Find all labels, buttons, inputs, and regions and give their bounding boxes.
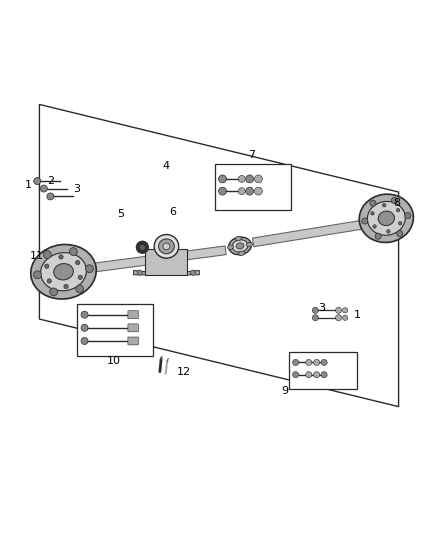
Ellipse shape bbox=[163, 243, 170, 249]
Ellipse shape bbox=[136, 241, 148, 253]
Text: 4: 4 bbox=[163, 161, 170, 171]
Circle shape bbox=[191, 270, 196, 275]
Circle shape bbox=[343, 308, 348, 313]
Polygon shape bbox=[134, 270, 145, 275]
Circle shape bbox=[312, 314, 318, 321]
Ellipse shape bbox=[41, 253, 86, 291]
Polygon shape bbox=[187, 270, 199, 275]
FancyBboxPatch shape bbox=[128, 311, 138, 319]
Circle shape bbox=[314, 372, 320, 378]
Circle shape bbox=[399, 222, 402, 225]
Circle shape bbox=[370, 200, 376, 206]
Text: 12: 12 bbox=[177, 367, 191, 377]
Ellipse shape bbox=[232, 240, 248, 252]
Ellipse shape bbox=[367, 201, 405, 235]
Ellipse shape bbox=[139, 244, 145, 251]
Circle shape bbox=[45, 264, 49, 268]
Circle shape bbox=[238, 188, 245, 195]
Circle shape bbox=[246, 175, 254, 183]
Circle shape bbox=[43, 251, 51, 259]
Ellipse shape bbox=[54, 264, 73, 280]
Text: 3: 3 bbox=[73, 183, 80, 193]
Circle shape bbox=[306, 359, 312, 366]
Circle shape bbox=[50, 288, 58, 296]
Circle shape bbox=[246, 187, 254, 195]
Circle shape bbox=[238, 175, 245, 182]
Text: 3: 3 bbox=[318, 303, 325, 313]
Ellipse shape bbox=[235, 236, 241, 241]
Polygon shape bbox=[252, 219, 375, 247]
FancyBboxPatch shape bbox=[145, 249, 187, 275]
Text: 8: 8 bbox=[393, 198, 400, 208]
Circle shape bbox=[362, 218, 368, 224]
Circle shape bbox=[219, 175, 226, 183]
Circle shape bbox=[336, 307, 342, 313]
Text: 10: 10 bbox=[107, 356, 121, 366]
Circle shape bbox=[69, 248, 77, 255]
Ellipse shape bbox=[159, 239, 174, 254]
Circle shape bbox=[293, 372, 299, 378]
Circle shape bbox=[34, 271, 42, 279]
Circle shape bbox=[405, 213, 411, 219]
Text: 11: 11 bbox=[30, 251, 44, 261]
Circle shape bbox=[47, 279, 51, 283]
Circle shape bbox=[85, 265, 93, 273]
Ellipse shape bbox=[378, 211, 395, 225]
Circle shape bbox=[78, 275, 82, 279]
Circle shape bbox=[396, 208, 400, 212]
Bar bbox=[77, 304, 153, 356]
Circle shape bbox=[343, 315, 348, 320]
Circle shape bbox=[375, 233, 381, 239]
Circle shape bbox=[137, 270, 142, 275]
Circle shape bbox=[81, 311, 88, 318]
Text: 6: 6 bbox=[170, 207, 177, 217]
Circle shape bbox=[321, 372, 327, 378]
Circle shape bbox=[76, 261, 80, 265]
Text: 2: 2 bbox=[47, 176, 54, 186]
Circle shape bbox=[64, 285, 68, 289]
Ellipse shape bbox=[229, 237, 251, 255]
Bar bbox=[215, 164, 291, 209]
Circle shape bbox=[254, 175, 262, 183]
Ellipse shape bbox=[31, 245, 96, 299]
Circle shape bbox=[76, 285, 84, 293]
Text: 7: 7 bbox=[248, 150, 255, 160]
Text: 9: 9 bbox=[281, 386, 288, 397]
Ellipse shape bbox=[236, 243, 244, 249]
Circle shape bbox=[392, 197, 398, 204]
Circle shape bbox=[47, 193, 54, 200]
Bar bbox=[289, 352, 357, 389]
FancyBboxPatch shape bbox=[128, 337, 138, 345]
Circle shape bbox=[293, 359, 299, 366]
Circle shape bbox=[397, 230, 403, 237]
Circle shape bbox=[314, 359, 320, 366]
Circle shape bbox=[387, 230, 390, 233]
Ellipse shape bbox=[247, 243, 253, 247]
Circle shape bbox=[306, 372, 312, 378]
Ellipse shape bbox=[154, 235, 179, 258]
Circle shape bbox=[59, 255, 63, 259]
Circle shape bbox=[312, 307, 318, 313]
Circle shape bbox=[219, 187, 226, 195]
Circle shape bbox=[34, 177, 41, 184]
Text: 1: 1 bbox=[353, 310, 360, 320]
Polygon shape bbox=[85, 246, 226, 273]
Circle shape bbox=[321, 359, 327, 366]
Circle shape bbox=[40, 185, 47, 192]
Circle shape bbox=[373, 225, 376, 228]
Circle shape bbox=[371, 212, 374, 215]
Circle shape bbox=[336, 314, 342, 321]
Ellipse shape bbox=[227, 245, 233, 249]
Text: 1: 1 bbox=[25, 181, 32, 190]
Text: 5: 5 bbox=[117, 209, 124, 219]
Circle shape bbox=[254, 187, 262, 195]
Circle shape bbox=[81, 337, 88, 344]
Ellipse shape bbox=[239, 251, 245, 255]
Circle shape bbox=[81, 324, 88, 332]
Circle shape bbox=[382, 204, 386, 207]
FancyBboxPatch shape bbox=[128, 324, 138, 332]
Ellipse shape bbox=[359, 194, 413, 243]
